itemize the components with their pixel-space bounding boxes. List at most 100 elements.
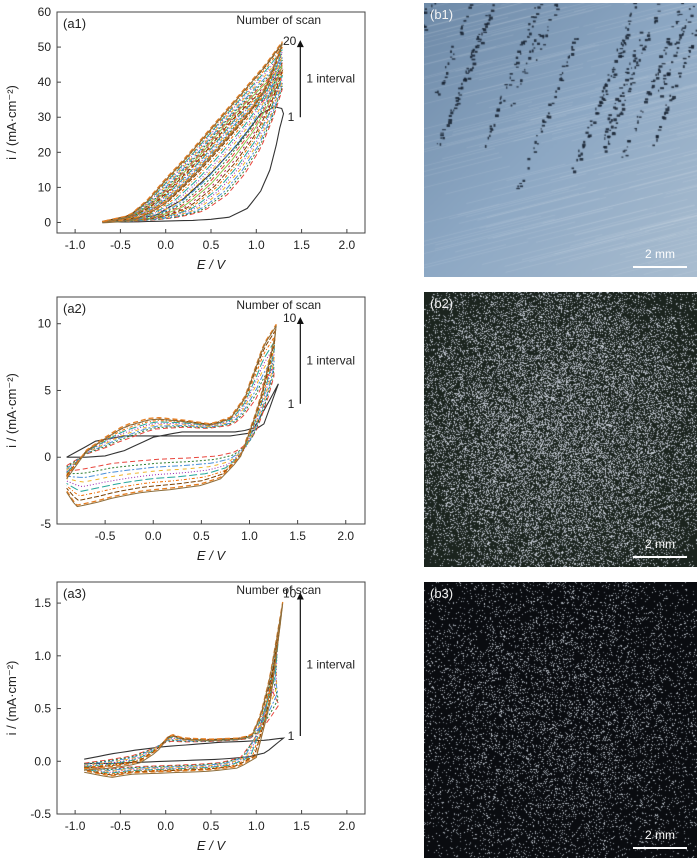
arrow-top-label: 10	[283, 311, 297, 325]
photo-b3: (b3) 2 mm	[424, 582, 697, 858]
scan-curve-1	[102, 106, 285, 223]
scan-curve-8	[66, 335, 276, 497]
scale-bar-b3-text: 2 mm	[645, 828, 675, 842]
x-tick-label: 2.0	[337, 529, 354, 543]
arrow-top-label: 10	[283, 587, 297, 601]
scan-curve-8	[84, 623, 281, 775]
x-tick-label: 2.0	[339, 238, 356, 252]
x-tick-label: 0.5	[203, 238, 220, 252]
x-tick-label: 2.0	[339, 819, 356, 833]
y-axis-label: i / (mA·cm⁻²)	[4, 661, 19, 736]
photo-b3-image	[424, 582, 697, 858]
scale-bar-b2: 2 mm	[631, 537, 689, 561]
chart-panel-1: -1.0 -0.5 0.0 0.5 1.0 1.5 2.0 0 10 20 30 40 50 60 E / …	[4, 5, 366, 272]
x-tick-label: 1.0	[248, 238, 265, 252]
photo-b3-label: (b3)	[430, 586, 454, 601]
scan-curve-2	[84, 687, 280, 770]
scan-arrow-head	[296, 317, 304, 325]
panel-label: (a3)	[63, 586, 86, 601]
y-tick-label: 5	[44, 383, 51, 397]
photo-b2: (b2) 2 mm	[424, 292, 697, 567]
y-tick-label: 50	[38, 40, 52, 54]
x-tick-label: 0.5	[203, 819, 220, 833]
scan-curve-10	[66, 324, 277, 506]
scale-bar-b2-line	[633, 556, 687, 558]
y-tick-label: 0.0	[34, 754, 51, 768]
y-tick-label: 60	[38, 5, 52, 19]
scan-curve-final-solid	[102, 42, 283, 224]
photo-b1-image	[424, 3, 697, 277]
x-tick-label: 0.0	[157, 238, 174, 252]
scan-curve-5	[84, 656, 278, 772]
scale-bar-b3: 2 mm	[631, 828, 689, 852]
x-axis-label: E / V	[197, 548, 227, 563]
y-tick-label: -5	[40, 517, 51, 531]
arrow-bottom-label: 1	[288, 729, 295, 743]
arrow-bottom-label: 1	[288, 110, 295, 124]
annotation-title: Number of scan	[236, 298, 321, 312]
y-axis-label: i / (mA·cm⁻²)	[4, 85, 19, 160]
scan-curve-2	[102, 88, 283, 223]
x-axis-label: E / V	[197, 257, 227, 272]
photo-b1-label: (b1)	[430, 7, 454, 22]
y-tick-label: 0	[44, 450, 51, 464]
scan-curve-4	[102, 82, 284, 223]
scale-bar-b2-text: 2 mm	[645, 537, 675, 551]
chart-panel-2: -0.5 0.0 0.5 1.0 1.5 2.0 -5 0 5 10 E / V i / (mA·cm…	[4, 296, 366, 563]
annotation-title: Number of scan	[236, 583, 321, 597]
scan-curve-20	[102, 41, 283, 223]
arrow-interval-label: 1 interval	[306, 72, 355, 86]
y-tick-label: 30	[38, 110, 52, 124]
y-tick-label: 10	[38, 317, 52, 331]
scan-curve-17	[102, 49, 283, 222]
arrow-interval-label: 1 interval	[306, 353, 355, 367]
scan-curve-12	[102, 62, 283, 223]
x-tick-label: -0.5	[110, 238, 131, 252]
y-tick-label: -0.5	[30, 807, 51, 821]
y-tick-label: 0	[44, 215, 51, 229]
scan-arrow-head	[296, 592, 304, 600]
scan-curve-5	[66, 350, 275, 483]
scan-curve-16	[102, 51, 283, 222]
scan-curve-7	[84, 634, 280, 774]
x-tick-label: 0.0	[145, 529, 162, 543]
scan-curve-6	[66, 344, 275, 488]
photo-b2-image	[424, 292, 697, 567]
y-tick-label: 1.5	[34, 596, 51, 610]
plot-frame	[56, 296, 366, 525]
scan-curve-7	[102, 74, 284, 223]
scan-arrow-head	[296, 40, 304, 48]
scan-curve-9	[84, 612, 282, 776]
y-tick-label: 0.5	[34, 702, 51, 716]
scale-bar-b1-text: 2 mm	[645, 247, 675, 261]
x-tick-label: 0.0	[157, 819, 174, 833]
x-tick-label: -0.5	[110, 819, 131, 833]
x-tick-label: 1.5	[293, 238, 310, 252]
x-tick-label: 1.5	[293, 819, 310, 833]
scan-curve-final-solid	[84, 603, 284, 778]
arrow-top-label: 20	[283, 34, 297, 48]
x-tick-label: 1.0	[248, 819, 265, 833]
scan-curve-13	[102, 59, 283, 223]
y-tick-label: 1.0	[34, 649, 51, 663]
y-tick-label: 20	[38, 145, 52, 159]
y-tick-label: 40	[38, 75, 52, 89]
panel-label: (a1)	[63, 16, 86, 31]
x-tick-label: -0.5	[95, 529, 116, 543]
scan-curve-3	[66, 362, 275, 475]
scale-bar-b3-line	[633, 847, 687, 849]
scan-curve-14	[102, 57, 283, 223]
photo-b2-label: (b2)	[430, 296, 454, 311]
scan-curve-final-solid	[66, 325, 277, 508]
scan-curve-4	[84, 667, 279, 772]
scan-curve-11	[102, 64, 283, 223]
scan-curve-9	[102, 69, 284, 223]
scan-curve-5	[102, 80, 284, 223]
x-tick-label: -1.0	[65, 819, 86, 833]
x-tick-label: -1.0	[65, 238, 86, 252]
panel-label: (a2)	[63, 301, 86, 316]
scan-curve-18	[102, 46, 283, 222]
photo-b1: (b1) 2 mm	[424, 3, 697, 277]
